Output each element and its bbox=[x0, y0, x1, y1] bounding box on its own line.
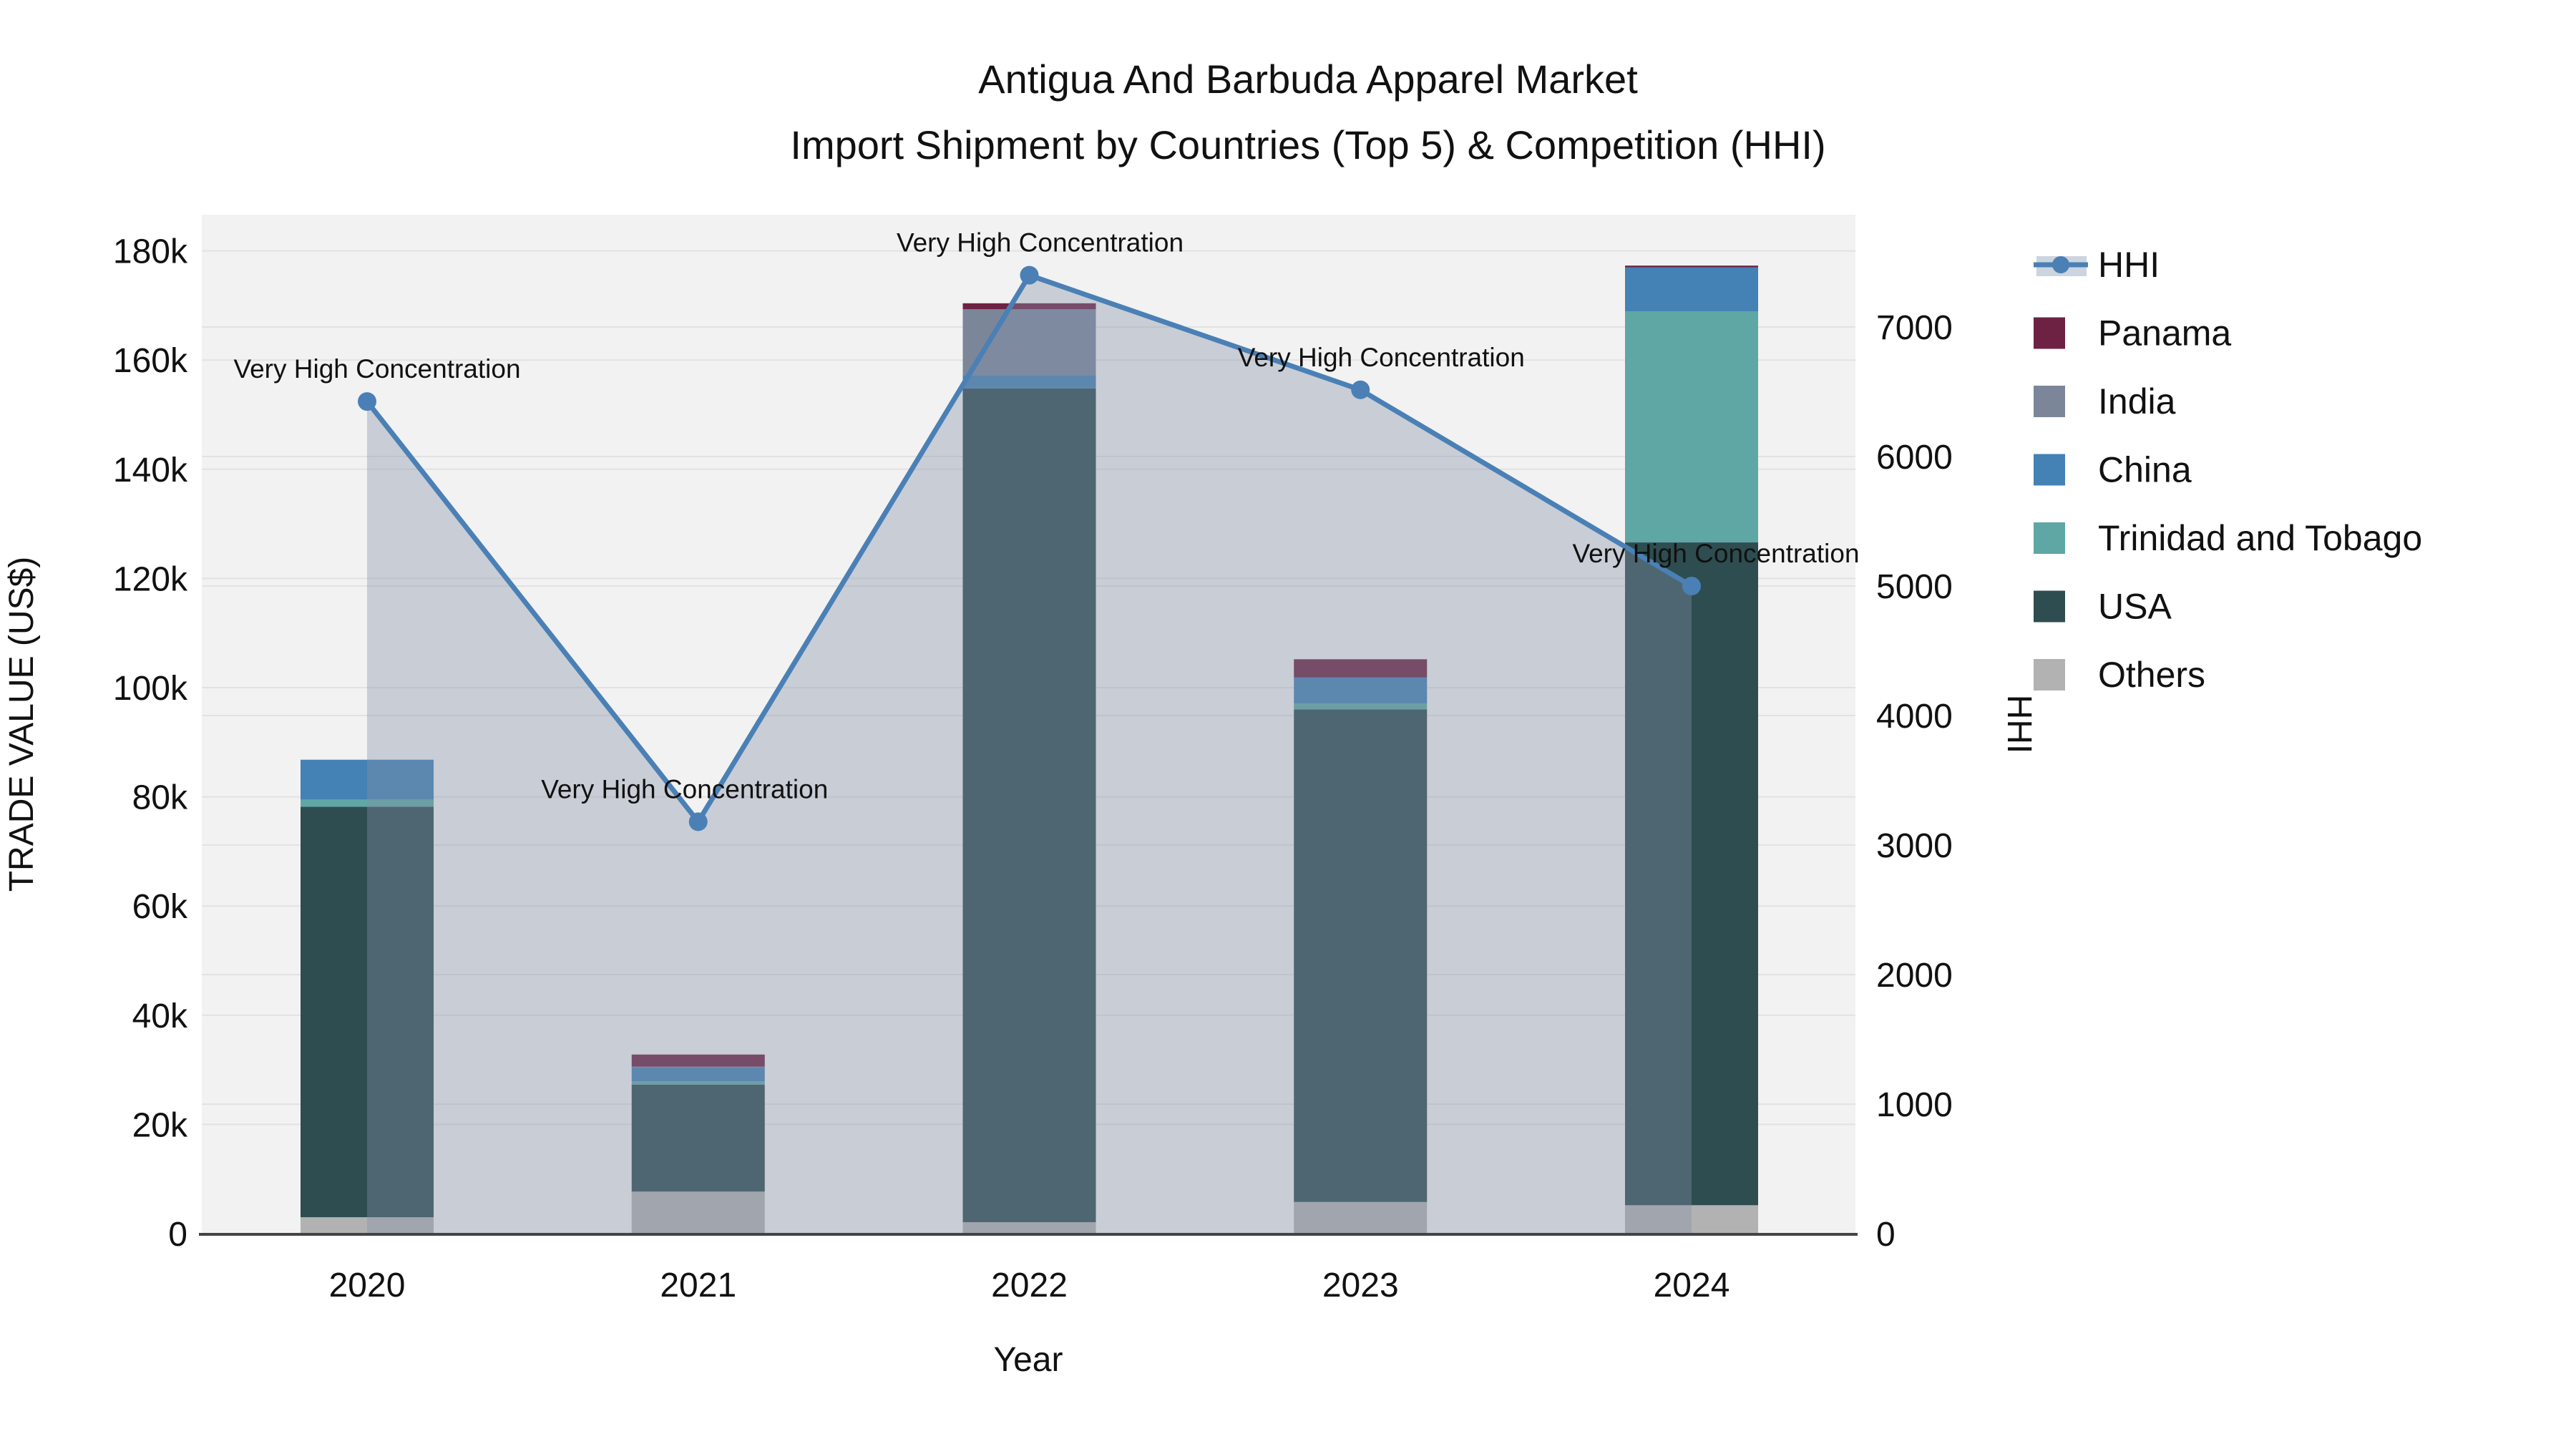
bar-china-2023 bbox=[1294, 677, 1428, 704]
bar-trinidad-and-tobago-2021 bbox=[631, 1081, 765, 1085]
bar-usa-2020 bbox=[301, 806, 434, 1218]
legend-swatch-others bbox=[2034, 659, 2065, 691]
bar-panama-2021 bbox=[631, 1054, 765, 1067]
hhi-markers bbox=[358, 265, 1701, 831]
bar-india-2021 bbox=[631, 1066, 765, 1068]
legend-label-india: India bbox=[2098, 381, 2176, 421]
legend-swatch-panama bbox=[2034, 317, 2065, 349]
y-left-tick-180k: 180k bbox=[113, 233, 188, 271]
bar-trinidad-and-tobago-2023 bbox=[1294, 703, 1428, 710]
bar-others-2022 bbox=[962, 1221, 1096, 1234]
x-axis-title: Year bbox=[994, 1341, 1063, 1379]
hhi-annotation-2024: Very High Concentration bbox=[1572, 539, 1859, 568]
hhi-annotation-2022: Very High Concentration bbox=[897, 228, 1184, 258]
bar-india-2022 bbox=[962, 309, 1096, 376]
bar-china-2024 bbox=[1625, 267, 1758, 312]
y-right-tick-7000: 7000 bbox=[1876, 309, 1953, 347]
annotations: Very High Concentration Very High Concent… bbox=[233, 228, 1859, 804]
hhi-marker-2024 bbox=[1682, 577, 1701, 595]
legend-swatch-trinidad-and-tobago bbox=[2034, 522, 2065, 554]
bar-china-2022 bbox=[962, 375, 1096, 389]
y-right-tick-1000: 1000 bbox=[1876, 1086, 1953, 1124]
chart-title-line2: Import Shipment by Countries (Top 5) & C… bbox=[790, 122, 1825, 167]
bar-panama-2022 bbox=[962, 303, 1096, 310]
legend-hhi-marker-icon bbox=[2052, 256, 2069, 273]
legend-label-others: Others bbox=[2098, 655, 2205, 695]
legend: HHI Panama India China Trinidad and Tobago US… bbox=[2034, 245, 2422, 695]
bar-trinidad-and-tobago-2024 bbox=[1625, 311, 1758, 543]
y-left-tick-100k: 100k bbox=[113, 670, 188, 708]
hhi-annotation-2023: Very High Concentration bbox=[1238, 343, 1525, 372]
y-right-tick-6000: 6000 bbox=[1876, 439, 1953, 477]
x-tick-2022: 2022 bbox=[991, 1267, 1068, 1304]
bar-usa-2023 bbox=[1294, 709, 1428, 1202]
y-left-tick-60k: 60k bbox=[132, 888, 188, 926]
y-right-tick-labels: 0 1000 2000 3000 4000 5000 6000 7000 bbox=[1876, 309, 1953, 1254]
y-right-tick-2000: 2000 bbox=[1876, 957, 1953, 995]
legend-item-others[interactable]: Others bbox=[2034, 655, 2205, 695]
x-tick-2024: 2024 bbox=[1654, 1267, 1730, 1304]
y-left-tick-80k: 80k bbox=[132, 779, 188, 817]
legend-item-hhi[interactable]: HHI bbox=[2034, 245, 2160, 285]
y-left-axis-title: TRADE VALUE (US$) bbox=[3, 557, 41, 892]
y-left-tick-40k: 40k bbox=[132, 997, 188, 1035]
y-right-tick-0: 0 bbox=[1876, 1216, 1896, 1254]
hhi-annotation-2021: Very High Concentration bbox=[541, 774, 828, 804]
y-right-axis-title: HHI bbox=[2000, 695, 2038, 754]
hhi-annotation-2020: Very High Concentration bbox=[233, 354, 520, 384]
bar-panama-2024 bbox=[1625, 265, 1758, 268]
legend-label-trinidad-and-tobago: Trinidad and Tobago bbox=[2098, 518, 2422, 558]
legend-label-china: China bbox=[2098, 450, 2192, 490]
legend-swatch-usa bbox=[2034, 590, 2065, 623]
bar-others-2024 bbox=[1625, 1205, 1758, 1234]
bar-others-2023 bbox=[1294, 1201, 1428, 1234]
hhi-marker-2023 bbox=[1351, 380, 1370, 399]
hhi-marker-2020 bbox=[358, 392, 376, 411]
y-right-tick-3000: 3000 bbox=[1876, 827, 1953, 865]
y-left-tick-140k: 140k bbox=[113, 452, 188, 489]
x-tick-2023: 2023 bbox=[1322, 1267, 1399, 1304]
y-left-tick-labels: 0 20k 40k 60k 80k 100k 120k 140k 160k 180k bbox=[113, 233, 188, 1254]
y-right-tick-5000: 5000 bbox=[1876, 568, 1953, 606]
legend-label-usa: USA bbox=[2098, 587, 2172, 627]
bar-others-2021 bbox=[631, 1191, 765, 1234]
x-tick-labels: 2020 2021 2022 2023 2024 bbox=[329, 1267, 1730, 1304]
hhi-marker-2022 bbox=[1020, 265, 1039, 285]
y-right-tick-4000: 4000 bbox=[1876, 698, 1953, 736]
legend-item-china[interactable]: China bbox=[2034, 450, 2192, 490]
bar-usa-2022 bbox=[962, 388, 1096, 1222]
hhi-area-fill bbox=[367, 275, 1692, 1234]
y-left-tick-120k: 120k bbox=[113, 560, 188, 598]
legend-item-trinidad-and-tobago[interactable]: Trinidad and Tobago bbox=[2034, 518, 2422, 558]
bar-trinidad-and-tobago-2020 bbox=[301, 799, 434, 807]
y-left-tick-0: 0 bbox=[168, 1216, 187, 1254]
bars bbox=[301, 265, 1758, 1234]
legend-item-panama[interactable]: Panama bbox=[2034, 313, 2231, 353]
bar-china-2020 bbox=[301, 759, 434, 800]
y-left-tick-20k: 20k bbox=[132, 1106, 188, 1144]
legend-item-india[interactable]: India bbox=[2034, 381, 2176, 421]
x-tick-2021: 2021 bbox=[660, 1267, 736, 1304]
legend-swatch-china bbox=[2034, 454, 2065, 486]
bar-usa-2021 bbox=[631, 1084, 765, 1192]
legend-label-hhi: HHI bbox=[2098, 245, 2160, 285]
y-left-tick-160k: 160k bbox=[113, 342, 188, 380]
legend-swatch-india bbox=[2034, 386, 2065, 417]
bar-china-2021 bbox=[631, 1068, 765, 1082]
chart-title-line1: Antigua And Barbuda Apparel Market bbox=[978, 57, 1638, 102]
hhi-marker-2021 bbox=[688, 812, 708, 831]
legend-label-panama: Panama bbox=[2098, 313, 2231, 353]
bar-others-2020 bbox=[301, 1217, 434, 1234]
bar-panama-2023 bbox=[1294, 659, 1428, 678]
bar-usa-2024 bbox=[1625, 542, 1758, 1206]
x-tick-2020: 2020 bbox=[329, 1267, 406, 1304]
legend-item-usa[interactable]: USA bbox=[2034, 587, 2172, 627]
